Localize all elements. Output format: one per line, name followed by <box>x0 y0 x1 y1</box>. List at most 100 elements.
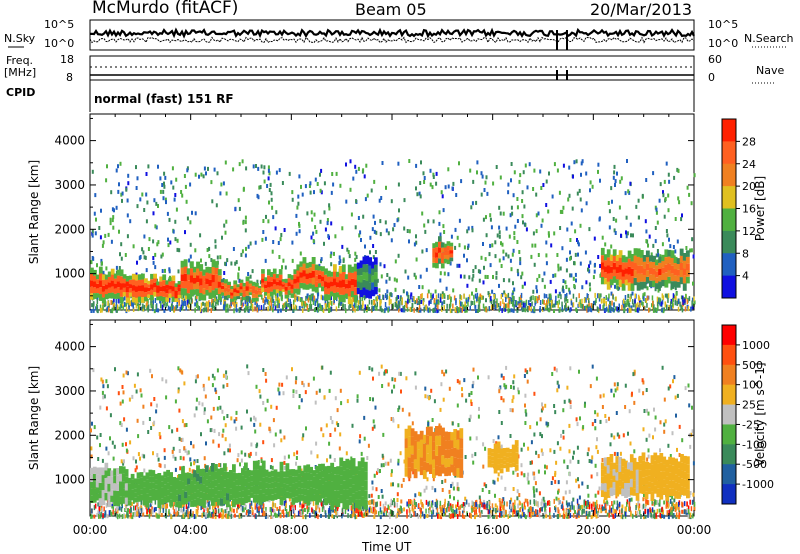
echo-dot <box>219 255 222 260</box>
echo-dot <box>521 511 524 516</box>
echo-dot <box>470 391 473 395</box>
patch-4-cell <box>293 283 298 289</box>
echo-dot <box>277 387 280 392</box>
clutter-dot <box>272 303 274 309</box>
patch-3-cell <box>254 294 259 298</box>
clutter-dot <box>160 303 162 309</box>
clutter-dot <box>353 302 356 308</box>
clutter-dot <box>220 299 222 305</box>
clutter-dot <box>612 513 614 519</box>
clutter-dot <box>594 501 596 507</box>
patch-2-cell <box>202 281 207 289</box>
clutter-dot <box>434 304 437 310</box>
clutter-dot <box>406 303 408 309</box>
patch-2-cell <box>180 288 185 295</box>
echo-dot <box>176 304 179 309</box>
clutter-dot <box>642 293 644 299</box>
patch-5-cell <box>314 281 319 287</box>
echo-dot <box>394 287 397 292</box>
patch-1-cell <box>137 274 142 280</box>
echo-dot <box>291 197 294 202</box>
clutter-dot <box>247 307 249 313</box>
patch-0-cell <box>98 287 103 295</box>
clutter-dot <box>507 308 509 314</box>
echo-dot <box>144 255 147 260</box>
echo-dot <box>588 282 591 287</box>
clutter-dot <box>252 306 254 312</box>
echo-dot <box>315 298 318 303</box>
echo-dot <box>549 279 552 284</box>
clutter-dot <box>328 513 330 519</box>
clutter-dot <box>605 306 608 312</box>
echo-dot <box>564 294 567 298</box>
echo-dot <box>190 462 192 467</box>
echo-dot <box>502 249 505 254</box>
noise-search-label: N.Search <box>744 32 794 45</box>
echo-dot <box>161 269 164 273</box>
echo-dot <box>186 451 189 456</box>
echo-dot <box>91 421 93 426</box>
clutter-dot <box>406 501 408 507</box>
echo-dot <box>646 408 648 413</box>
echo-dot <box>505 226 508 231</box>
echo-dot <box>264 407 267 412</box>
echo-dot <box>363 415 366 420</box>
echo-dot <box>498 498 501 502</box>
patch-2-cell <box>208 292 213 299</box>
patch-0-cell <box>98 294 103 301</box>
echo-dot <box>642 497 645 502</box>
patch-1-cell <box>168 281 173 286</box>
echo-dot <box>118 266 121 270</box>
patch-9-cell <box>600 255 605 263</box>
patch-6-cell <box>333 271 337 279</box>
patch-10-cell <box>685 270 690 277</box>
echo-dot <box>415 240 418 245</box>
echo-dot <box>658 286 661 291</box>
echo-dot <box>382 511 385 516</box>
patch-5-cell <box>311 270 316 278</box>
clutter-dot <box>462 502 465 507</box>
echo-dot <box>557 294 560 299</box>
clutter-dot <box>625 506 627 512</box>
clutter-dot <box>405 302 407 308</box>
echo-dot <box>125 302 128 307</box>
echo-dot <box>403 226 406 231</box>
echo-dot <box>245 166 248 171</box>
echo-dot <box>508 308 511 313</box>
patch-9-cell <box>618 257 623 265</box>
echo-dot <box>421 249 424 254</box>
clutter-dot <box>524 302 526 308</box>
echo-dot <box>663 179 666 184</box>
echo-dot <box>509 213 512 218</box>
clutter-dot <box>431 514 433 519</box>
echo-dot <box>563 459 566 464</box>
patch-1-cell <box>150 295 154 301</box>
echo-dot <box>551 303 554 308</box>
echo-dot <box>509 500 512 505</box>
clutter-dot <box>407 502 410 508</box>
echo-dot <box>513 231 516 236</box>
patch-9-cell <box>615 279 620 286</box>
echo-dot <box>225 374 227 379</box>
clutter-dot <box>167 305 170 311</box>
clutter-dot <box>498 307 500 313</box>
patch-4-cell <box>284 282 289 287</box>
patch-3-cell <box>230 295 235 299</box>
echo-dot <box>424 394 427 399</box>
echo-dot <box>443 300 446 305</box>
patch-9-cell <box>615 273 620 280</box>
clutter-dot <box>604 503 607 509</box>
echo-dot <box>92 308 95 313</box>
echo-dot <box>109 413 112 418</box>
echo-dot <box>257 195 260 200</box>
clutter-dot <box>250 299 253 305</box>
clutter-dot <box>304 301 306 307</box>
patch-1-cell <box>162 297 167 303</box>
echo-dot <box>509 258 512 263</box>
echo-dot <box>341 244 344 249</box>
patch-1-cell <box>171 275 176 281</box>
clutter-dot <box>275 295 277 301</box>
echo-dot <box>441 480 444 484</box>
echo-dot <box>255 451 258 456</box>
echo-dot <box>206 419 209 424</box>
